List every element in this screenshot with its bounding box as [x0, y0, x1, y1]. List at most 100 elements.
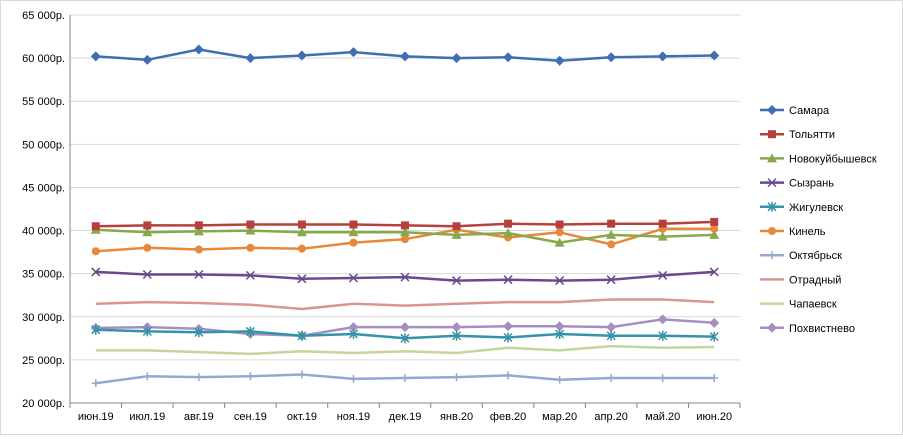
data-point	[296, 227, 307, 237]
legend-label: Октябрьск	[789, 250, 842, 262]
legend-item: Кинель	[760, 226, 826, 238]
y-tick-label: 20 000р.	[22, 398, 65, 410]
data-point	[401, 221, 409, 230]
data-point	[296, 50, 307, 61]
gridlines	[70, 14, 740, 404]
series-2	[91, 217, 719, 231]
data-point	[91, 222, 100, 231]
x-tick-label: фев.20	[490, 411, 526, 423]
data-point	[194, 269, 204, 280]
data-point	[503, 332, 513, 343]
data-point	[91, 379, 100, 388]
data-point	[246, 220, 255, 229]
data-point	[143, 372, 152, 381]
data-point	[710, 373, 719, 382]
data-point	[504, 371, 513, 380]
x-tick-label: авг.19	[184, 411, 214, 423]
data-point	[606, 330, 616, 341]
data-point	[297, 330, 307, 341]
data-point	[452, 276, 462, 286]
legend-label: Тольятти	[789, 129, 835, 141]
data-point	[555, 329, 565, 340]
legend-item: Сызрань	[760, 178, 834, 190]
data-point	[658, 270, 668, 280]
legend-label: Чапаевск	[789, 299, 837, 311]
data-point	[658, 219, 667, 228]
data-point	[348, 227, 359, 237]
data-point	[606, 229, 617, 239]
y-axis: 20 000р. 25 000р. 30 000р. 35 000р. 40 000р.…	[22, 10, 71, 410]
data-point	[348, 273, 358, 283]
data-point	[142, 326, 152, 337]
legend-item: Самара	[760, 105, 830, 117]
legend-label: Отрадный	[789, 274, 841, 286]
data-point	[451, 322, 462, 333]
data-point	[710, 224, 719, 233]
data-point	[709, 229, 720, 239]
data-point	[194, 221, 203, 230]
series-1	[90, 44, 720, 66]
data-point	[607, 373, 616, 382]
data-point	[709, 50, 720, 61]
data-point	[143, 221, 152, 230]
data-point	[400, 227, 410, 237]
x-tick-label: июн.20	[696, 411, 732, 423]
data-point	[194, 327, 204, 338]
data-point	[349, 238, 358, 247]
series-3	[90, 224, 720, 247]
data-point	[297, 220, 306, 229]
data-point	[348, 47, 359, 58]
data-point	[709, 267, 719, 277]
series-line	[95, 344, 715, 356]
series-9	[95, 344, 715, 356]
legend-label: Сызрань	[789, 178, 834, 190]
legend-label: Самара	[789, 105, 830, 117]
data-point	[452, 330, 462, 341]
legend-item: Отрадный	[760, 274, 841, 286]
data-point	[245, 53, 256, 64]
legend-marker	[767, 153, 777, 163]
y-tick-label: 30 000р.	[22, 312, 65, 324]
data-point	[246, 372, 255, 381]
y-tick-label: 45 000р.	[22, 182, 65, 194]
series-8	[95, 298, 715, 311]
data-point	[91, 267, 101, 277]
data-point	[555, 228, 564, 237]
y-tick-label: 65 000р.	[22, 10, 65, 22]
legend-label: Жигулевск	[789, 202, 843, 214]
x-tick-label: сен.19	[234, 411, 267, 423]
legend-marker	[767, 322, 777, 333]
x-tick-label: окт.19	[287, 411, 317, 423]
data-point	[606, 52, 617, 63]
data-point	[400, 322, 410, 333]
data-point	[607, 219, 616, 228]
data-point	[400, 272, 410, 282]
data-point	[348, 322, 359, 333]
x-tick-label: мар.20	[542, 411, 577, 423]
data-point	[503, 228, 514, 238]
legend-item: Тольятти	[760, 129, 835, 141]
data-point	[503, 52, 514, 63]
data-point	[657, 314, 668, 325]
data-point	[452, 373, 461, 382]
y-tick-label: 60 000р.	[22, 53, 65, 65]
data-point	[348, 329, 358, 340]
x-tick-label: ноя.19	[337, 411, 370, 423]
x-tick-label: июл.19	[129, 411, 165, 423]
data-point	[400, 51, 410, 62]
legend-marker	[767, 178, 777, 188]
data-point	[297, 244, 306, 253]
data-point	[246, 243, 255, 252]
data-point	[658, 330, 668, 341]
legend-item: Новокуйбышевск	[760, 153, 877, 165]
data-point	[554, 55, 565, 66]
legend-label: Похвистнево	[789, 323, 855, 335]
legend-marker	[768, 251, 776, 260]
x-tick-label: июн.19	[78, 411, 114, 423]
data-point	[142, 54, 153, 65]
data-point	[504, 219, 513, 228]
data-point	[451, 53, 462, 64]
data-point	[709, 317, 720, 328]
